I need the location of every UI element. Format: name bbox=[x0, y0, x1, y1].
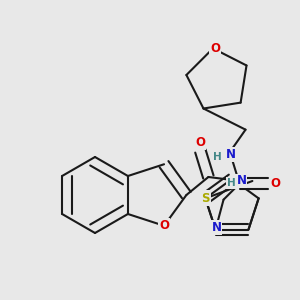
Text: H: H bbox=[213, 152, 222, 162]
Text: N: N bbox=[226, 148, 236, 161]
Text: S: S bbox=[201, 192, 210, 205]
Text: N: N bbox=[212, 221, 221, 234]
Text: O: O bbox=[210, 42, 220, 55]
Text: O: O bbox=[159, 219, 169, 232]
Text: N: N bbox=[236, 175, 246, 188]
Text: O: O bbox=[195, 136, 206, 149]
Text: N: N bbox=[200, 191, 209, 204]
Text: O: O bbox=[271, 177, 281, 190]
Text: H: H bbox=[227, 178, 236, 188]
